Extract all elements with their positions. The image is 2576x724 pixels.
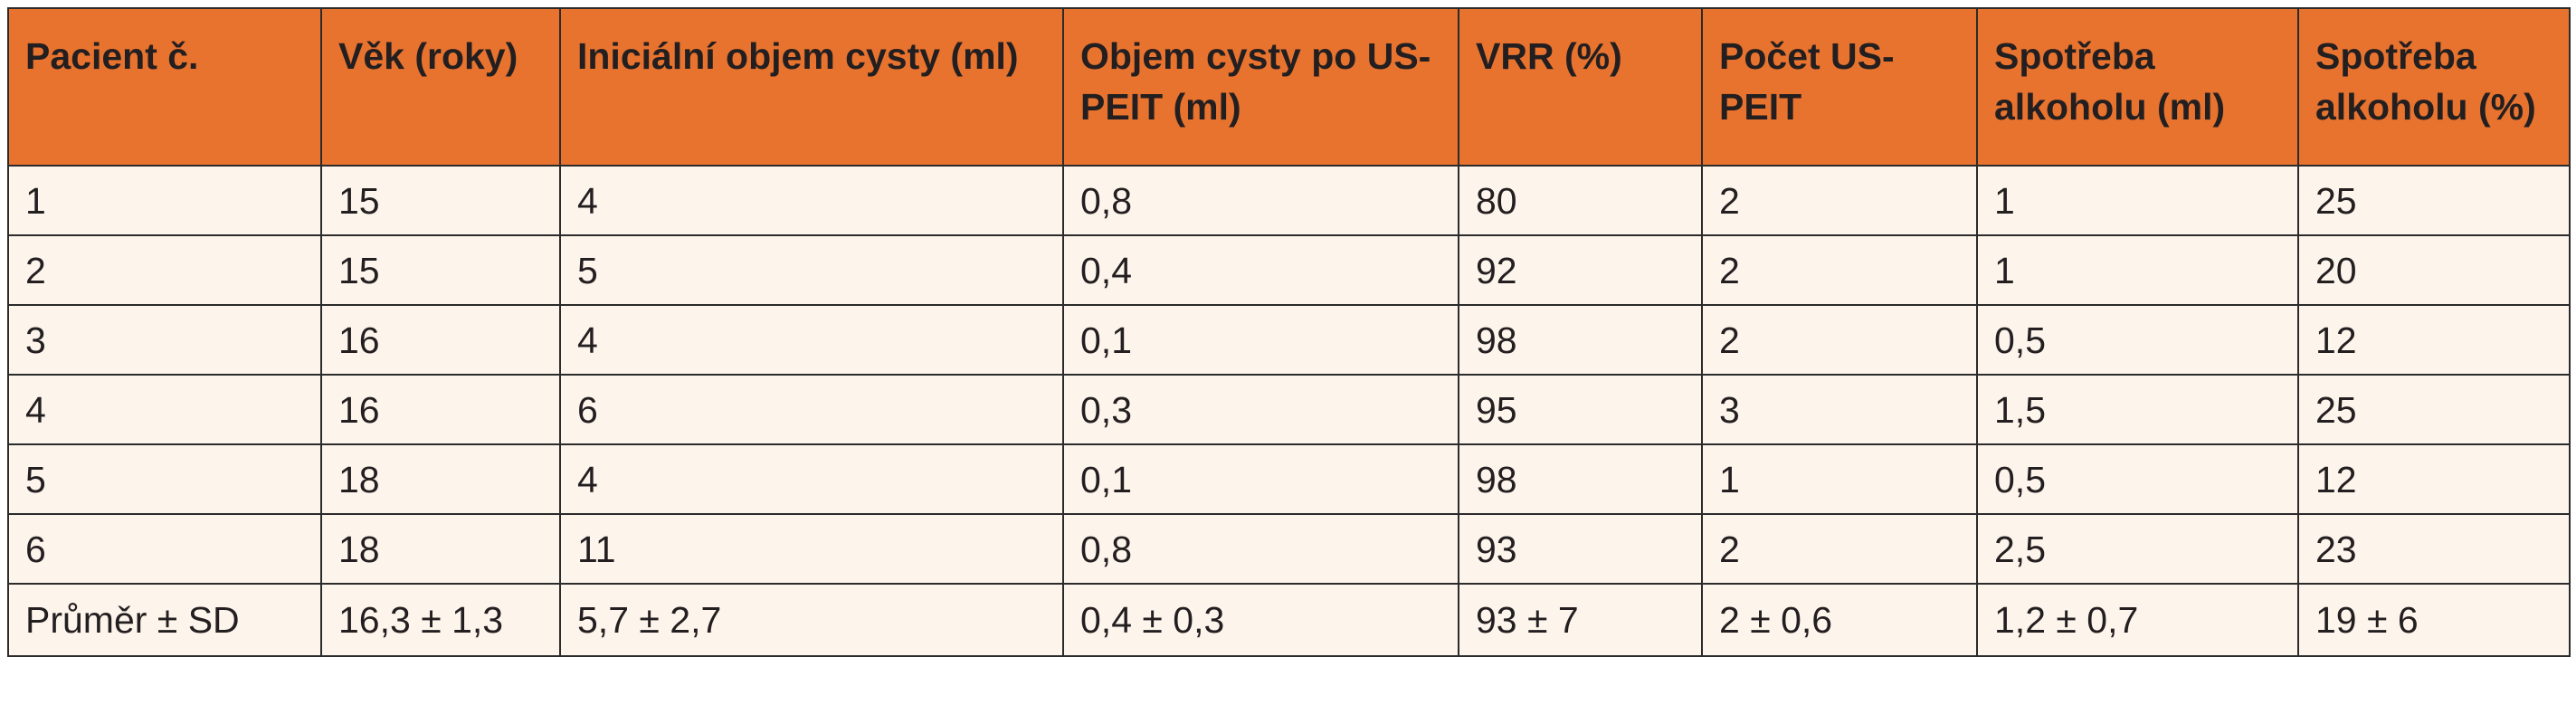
table-row: 1 15 4 0,8 80 2 1 25: [7, 165, 2571, 236]
table-cell: 25: [2297, 165, 2571, 236]
table-cell: 2: [1701, 513, 1978, 585]
table-cell: 12: [2297, 304, 2571, 376]
table-cell: 2: [1701, 165, 1978, 236]
table-cell: 1: [7, 165, 322, 236]
table-row: 5 18 4 0,1 98 1 0,5 12: [7, 443, 2571, 515]
table-cell: 2: [1701, 234, 1978, 306]
table-row: 3 16 4 0,1 98 2 0,5 12: [7, 304, 2571, 376]
table-cell: 92: [1458, 234, 1703, 306]
table-cell: 20: [2297, 234, 2571, 306]
table-cell: 0,3: [1062, 374, 1459, 445]
table-cell: 6: [7, 513, 322, 585]
table-header-row: Pacient č. Věk (roky) Iniciální objem cy…: [7, 7, 2571, 167]
table-cell: 4: [7, 374, 322, 445]
table-cell: 18: [320, 443, 561, 515]
table-cell: 18: [320, 513, 561, 585]
table-cell: Průměr ± SD: [7, 583, 322, 657]
table-cell: 0,4 ± 0,3: [1062, 583, 1459, 657]
header-cell-count: Počet US-PEIT: [1701, 7, 1978, 167]
table-cell: 5: [7, 443, 322, 515]
table-cell: 16,3 ± 1,3: [320, 583, 561, 657]
table-cell: 0,1: [1062, 304, 1459, 376]
table-cell: 95: [1458, 374, 1703, 445]
table-row: 4 16 6 0,3 95 3 1,5 25: [7, 374, 2571, 445]
table-cell: 80: [1458, 165, 1703, 236]
header-cell-volume-after: Objem cysty po US-PEIT (ml): [1062, 7, 1459, 167]
header-cell-age: Věk (roky): [320, 7, 561, 167]
table-row: 6 18 11 0,8 93 2 2,5 23: [7, 513, 2571, 585]
table-cell: 19 ± 6: [2297, 583, 2571, 657]
data-table-container: Pacient č. Věk (roky) Iniciální objem cy…: [7, 7, 2571, 657]
table-cell: 12: [2297, 443, 2571, 515]
table-cell: 4: [559, 443, 1064, 515]
table-cell: 93 ± 7: [1458, 583, 1703, 657]
table-cell: 2 ± 0,6: [1701, 583, 1978, 657]
table-cell: 4: [559, 165, 1064, 236]
table-cell: 23: [2297, 513, 2571, 585]
table-cell: 98: [1458, 443, 1703, 515]
table-cell: 3: [7, 304, 322, 376]
header-cell-alcohol-pct: Spotřeba alkoholu (%): [2297, 7, 2571, 167]
table-cell: 1: [1976, 165, 2299, 236]
table-cell: 5: [559, 234, 1064, 306]
header-cell-initial-volume: Iniciální objem cysty (ml): [559, 7, 1064, 167]
header-cell-alcohol-ml: Spotřeba alkoholu (ml): [1976, 7, 2299, 167]
table-cell: 1: [1701, 443, 1978, 515]
table-cell: 0,4: [1062, 234, 1459, 306]
table-cell: 2: [7, 234, 322, 306]
table-row-summary: Průměr ± SD 16,3 ± 1,3 5,7 ± 2,7 0,4 ± 0…: [7, 583, 2571, 657]
table-cell: 2,5: [1976, 513, 2299, 585]
table-cell: 93: [1458, 513, 1703, 585]
table-cell: 16: [320, 304, 561, 376]
table-cell: 16: [320, 374, 561, 445]
header-cell-vrr: VRR (%): [1458, 7, 1703, 167]
table-cell: 0,5: [1976, 304, 2299, 376]
table-cell: 0,8: [1062, 513, 1459, 585]
table-cell: 0,1: [1062, 443, 1459, 515]
table-cell: 3: [1701, 374, 1978, 445]
data-table: Pacient č. Věk (roky) Iniciální objem cy…: [7, 7, 2571, 657]
table-cell: 98: [1458, 304, 1703, 376]
table-cell: 1: [1976, 234, 2299, 306]
table-cell: 11: [559, 513, 1064, 585]
table-cell: 0,8: [1062, 165, 1459, 236]
table-cell: 15: [320, 165, 561, 236]
table-cell: 6: [559, 374, 1064, 445]
table-cell: 5,7 ± 2,7: [559, 583, 1064, 657]
table-cell: 1,5: [1976, 374, 2299, 445]
table-row: 2 15 5 0,4 92 2 1 20: [7, 234, 2571, 306]
table-cell: 15: [320, 234, 561, 306]
table-cell: 1,2 ± 0,7: [1976, 583, 2299, 657]
header-cell-patient: Pacient č.: [7, 7, 322, 167]
table-cell: 2: [1701, 304, 1978, 376]
table-cell: 4: [559, 304, 1064, 376]
table-cell: 0,5: [1976, 443, 2299, 515]
table-cell: 25: [2297, 374, 2571, 445]
